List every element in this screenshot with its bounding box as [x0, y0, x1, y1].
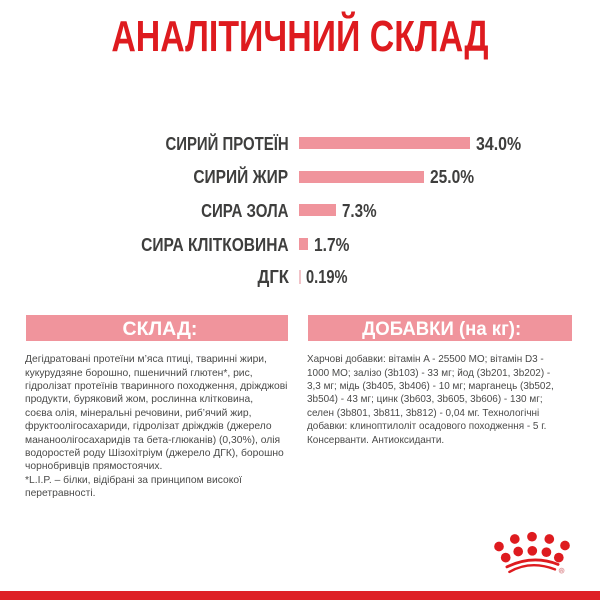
svg-text:R: R [560, 569, 563, 573]
